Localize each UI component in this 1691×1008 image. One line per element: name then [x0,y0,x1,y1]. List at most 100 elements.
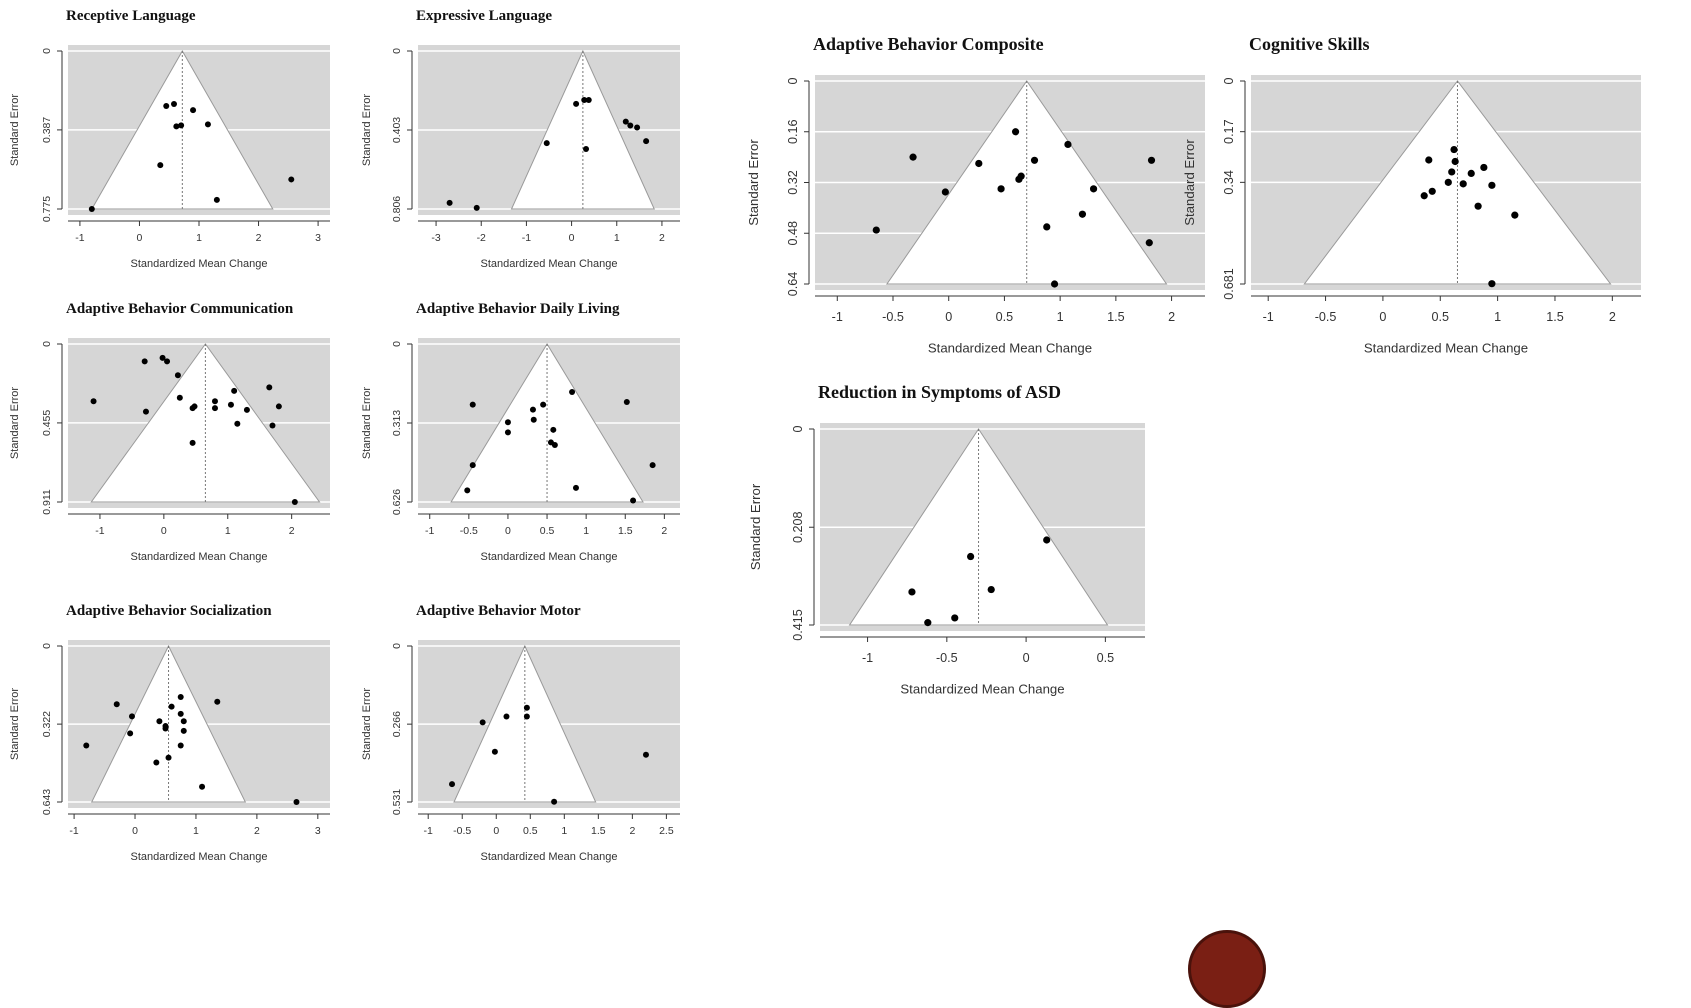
x-tick-label: 0.5 [1097,651,1115,665]
data-point [243,406,250,413]
data-point [174,372,181,379]
y-tick-label: 0.626 [391,489,403,515]
y-tick-label: 0.403 [391,117,403,143]
data-point [627,122,634,129]
data-point [504,429,511,436]
x-tick-label: 0 [137,232,143,244]
data-point [164,358,171,365]
data-point [449,781,456,788]
funnel-plot-adaptive-behavior-communication-svg: Adaptive Behavior Communication -1 0 1 2 0 0.4… [9,301,330,563]
data-point [231,387,238,394]
data-point [572,484,579,491]
x-tick-label: 1.5 [591,825,606,837]
data-point [924,619,932,627]
y-tick-label: 0 [391,341,403,347]
data-point [504,419,511,426]
funnel-plot-adaptive-behavior-socialization: Adaptive Behavior Socialization -1 0 1 2 3 0 0.… [0,592,340,882]
x-tick-label: 1 [583,525,589,537]
data-point [1078,210,1087,218]
x-tick-label: -1 [862,651,873,665]
y-axis-label: Standard Error [746,139,761,226]
y-tick-label: 0.387 [41,117,53,143]
x-axis-label: Standardized Mean Change [1364,340,1528,355]
funnel-plot-receptive-language-svg: Receptive Language -1 0 1 2 3 0 0.387 0.775 Stand… [9,8,330,270]
data-point [163,103,170,110]
data-point [469,462,476,469]
data-point [569,388,576,395]
data-point [583,146,590,153]
data-point [529,406,536,413]
data-point [142,408,149,415]
data-point [159,354,166,361]
x-tick-label: 0 [493,825,499,837]
funnel-plot-adaptive-behavior-daily-living-svg: Adaptive Behavior Daily Living -1 -0.5 0 0.5… [361,301,680,563]
y-axis-label: Standard Error [748,483,763,570]
data-point [141,358,148,365]
data-point [634,124,641,131]
data-point [211,398,218,405]
x-tick-label: 2 [629,825,635,837]
funnel-plot-expressive-language: Expressive Language -3 -2 -1 0 1 2 0 0.403 0.806 S… [350,0,690,295]
x-tick-label: 1 [561,825,567,837]
data-point [1444,178,1452,186]
data-point [643,138,650,145]
data-point [523,704,530,711]
x-tick-label: 2.5 [659,825,674,837]
data-point [987,585,995,594]
x-tick-label: -1 [425,525,434,537]
x-axis-label: Standardized Mean Change [481,551,618,563]
y-tick-label: 0.313 [391,410,403,436]
data-point [1488,280,1496,288]
x-tick-label: -3 [431,232,440,244]
x-tick-label: 2 [256,232,262,244]
x-tick-label: -1 [95,525,104,537]
y-tick-label: 0.64 [786,272,800,297]
logo-seal [1188,930,1266,1008]
data-point [234,420,241,427]
data-point [951,614,959,622]
x-tick-label: 3 [315,825,321,837]
data-point [189,439,196,446]
x-tick-label: 3 [315,232,321,244]
x-tick-label: 1.5 [1546,310,1564,324]
data-point [1474,202,1482,210]
y-tick-label: 0.643 [41,789,53,815]
y-tick-label: 0 [41,341,53,347]
plot-title: Reduction in Symptoms of ASD [818,382,1061,402]
data-point [1467,169,1475,178]
y-tick-label: 0.34 [1222,170,1236,195]
data-point [1425,156,1433,164]
funnel-plot-adaptive-behavior-socialization-svg: Adaptive Behavior Socialization -1 0 1 2 3 0 0.… [9,603,330,863]
y-tick-label: 0.48 [786,221,800,246]
data-point [157,162,164,169]
data-point [162,725,169,732]
data-point [178,122,185,129]
data-point [909,153,917,161]
y-tick-label: 0.681 [1222,268,1236,300]
x-tick-label: 0 [1023,651,1030,665]
x-axis-label: Standardized Mean Change [481,851,618,863]
data-point [1428,187,1436,195]
data-point [622,118,629,125]
data-point [540,401,547,408]
x-tick-label: -0.5 [1315,310,1337,324]
x-tick-label: 0.5 [523,825,538,837]
y-tick-label: 0.322 [41,711,53,737]
data-point [1480,163,1488,172]
data-point [543,140,550,147]
funnel-plot-reduction-in-symptoms-of-asd: Reduction in Symptoms of ASD -1 -0.5 0 0.5 0 0… [748,375,1170,730]
y-tick-label: 0.455 [41,410,53,436]
data-point [214,698,221,705]
data-point [191,403,198,410]
data-point [293,799,300,805]
data-point [1011,128,1020,136]
y-tick-label: 0 [41,48,53,54]
data-point [204,121,211,128]
data-point [180,727,187,734]
data-point [1043,223,1051,231]
data-point [127,730,134,737]
data-point [170,101,177,108]
data-point [997,185,1005,193]
x-tick-label: 1 [196,232,202,244]
y-tick-label: 0.806 [391,196,403,222]
